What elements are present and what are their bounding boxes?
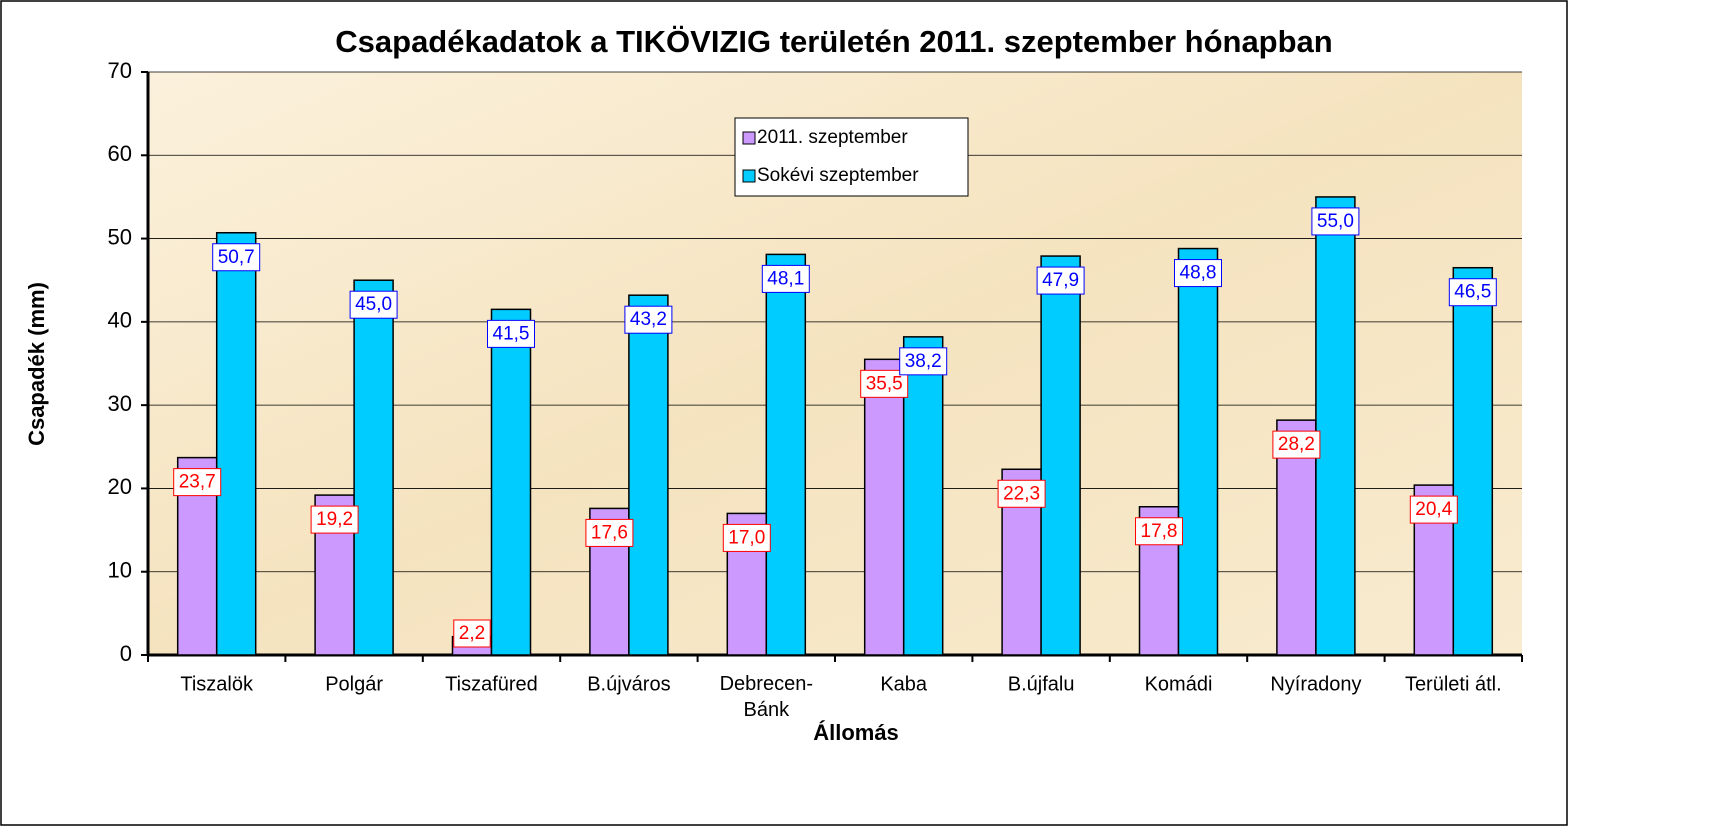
- value-label-box: [585, 518, 634, 547]
- value-label-box: [453, 619, 491, 648]
- value-label-group: 22,3: [997, 479, 1046, 508]
- bar: [1040, 255, 1081, 656]
- value-label: 46,5: [1454, 282, 1491, 303]
- x-tick-label: B.újfalu: [1008, 673, 1075, 695]
- y-axis-label: Csapadék (mm): [24, 282, 49, 446]
- x-tick-label: Nyíradony: [1270, 673, 1361, 695]
- value-label-group: 48,1: [761, 264, 810, 293]
- value-label: 41,5: [493, 323, 530, 344]
- value-label-group: 48,8: [1174, 259, 1222, 288]
- value-label: 43,2: [630, 309, 667, 330]
- value-label: 48,8: [1180, 263, 1217, 284]
- x-tick-label: Tiszalök: [180, 673, 254, 695]
- y-tick-label: 30: [108, 391, 132, 416]
- value-label-group: 46,5: [1448, 278, 1497, 307]
- bar: [863, 358, 905, 656]
- x-tick-label-line: Debrecen-: [720, 673, 813, 695]
- value-label: 50,7: [218, 247, 255, 268]
- x-tick-label: Tiszafüred: [445, 673, 538, 695]
- value-label: 38,2: [905, 351, 942, 372]
- value-label-box: [722, 523, 771, 552]
- value-label-box: [487, 319, 535, 348]
- bar: [1452, 266, 1494, 656]
- y-tick-label: 60: [108, 141, 132, 166]
- value-label-box: [173, 468, 222, 497]
- value-label-group: 17,8: [1135, 517, 1183, 546]
- value-label: 55,0: [1317, 211, 1354, 232]
- value-label-group: 17,0: [722, 523, 771, 552]
- y-tick-label: 20: [108, 474, 132, 499]
- chart-title: Csapadékadatok a TIKÖVIZIG területén 201…: [335, 24, 1332, 59]
- value-label-box: [997, 479, 1046, 508]
- x-tick-label: Debrecen- Bánk: [720, 673, 813, 721]
- value-label-group: 20,4: [1409, 495, 1458, 524]
- value-label: 35,5: [866, 373, 903, 394]
- value-label: 20,4: [1415, 499, 1452, 520]
- value-label: 28,2: [1278, 434, 1315, 455]
- bar: [765, 253, 807, 656]
- value-label: 45,0: [355, 294, 392, 315]
- value-label-group: 45,0: [349, 290, 398, 319]
- x-tick-label: Területi átl.: [1405, 673, 1502, 695]
- value-label-group: 55,0: [1311, 207, 1360, 236]
- value-label-box: [899, 347, 948, 376]
- value-label-box: [1448, 278, 1497, 307]
- value-label-group: 41,5: [487, 319, 535, 348]
- value-label: 17,6: [591, 522, 628, 543]
- bar: [490, 308, 532, 656]
- bar: [1315, 196, 1356, 656]
- legend-label: 2011. szeptember: [757, 127, 908, 148]
- x-tick-label: Kaba: [880, 673, 928, 695]
- value-label: 23,7: [179, 472, 216, 493]
- value-label-group: 2,2: [453, 619, 491, 648]
- x-axis-label: Állomás: [813, 720, 899, 745]
- x-tick-label-line: Bánk: [744, 699, 791, 721]
- value-label-group: 47,9: [1036, 266, 1085, 295]
- legend-swatch: [742, 169, 756, 183]
- value-label-group: 50,7: [212, 243, 261, 272]
- value-label: 2,2: [459, 623, 485, 644]
- y-tick-label: 0: [120, 641, 132, 666]
- value-label: 22,3: [1003, 483, 1040, 504]
- value-label-group: 17,6: [585, 518, 634, 547]
- value-label-box: [1272, 430, 1321, 459]
- value-label: 17,0: [728, 527, 765, 548]
- bar: [1177, 247, 1219, 656]
- x-tick-label: B.újváros: [587, 673, 670, 695]
- legend-label: Sokévi szeptember: [757, 165, 919, 186]
- value-label: 17,8: [1141, 521, 1178, 542]
- value-label-box: [349, 290, 398, 319]
- legend-box: [734, 117, 969, 197]
- value-label: 19,2: [316, 509, 353, 530]
- y-tick-label: 70: [108, 58, 132, 83]
- value-label-box: [761, 264, 810, 293]
- y-tick-label: 10: [108, 558, 132, 583]
- value-label-box: [310, 505, 359, 534]
- value-label-box: [1036, 266, 1085, 295]
- y-tick-label: 40: [108, 308, 132, 333]
- bar: [628, 294, 669, 656]
- value-label-group: 19,2: [310, 505, 359, 534]
- bar: [215, 231, 257, 656]
- value-label-box: [212, 243, 261, 272]
- value-label-group: 43,2: [624, 305, 673, 334]
- value-label-box: [1174, 259, 1222, 288]
- value-label: 48,1: [767, 268, 804, 289]
- x-tick-label: Komádi: [1145, 673, 1213, 695]
- value-label-group: 23,7: [173, 468, 222, 497]
- value-label-group: 28,2: [1272, 430, 1321, 459]
- value-label-box: [624, 305, 673, 334]
- value-label-box: [1409, 495, 1458, 524]
- x-tick-label: Polgár: [325, 673, 383, 695]
- bar: [902, 336, 944, 656]
- value-label: 47,9: [1042, 270, 1079, 291]
- value-label-box: [1135, 517, 1183, 546]
- y-tick-label: 50: [108, 224, 132, 249]
- legend-swatch: [742, 131, 756, 145]
- value-label-box: [1311, 207, 1360, 236]
- value-label-group: 38,2: [899, 347, 948, 376]
- bar: [353, 279, 394, 656]
